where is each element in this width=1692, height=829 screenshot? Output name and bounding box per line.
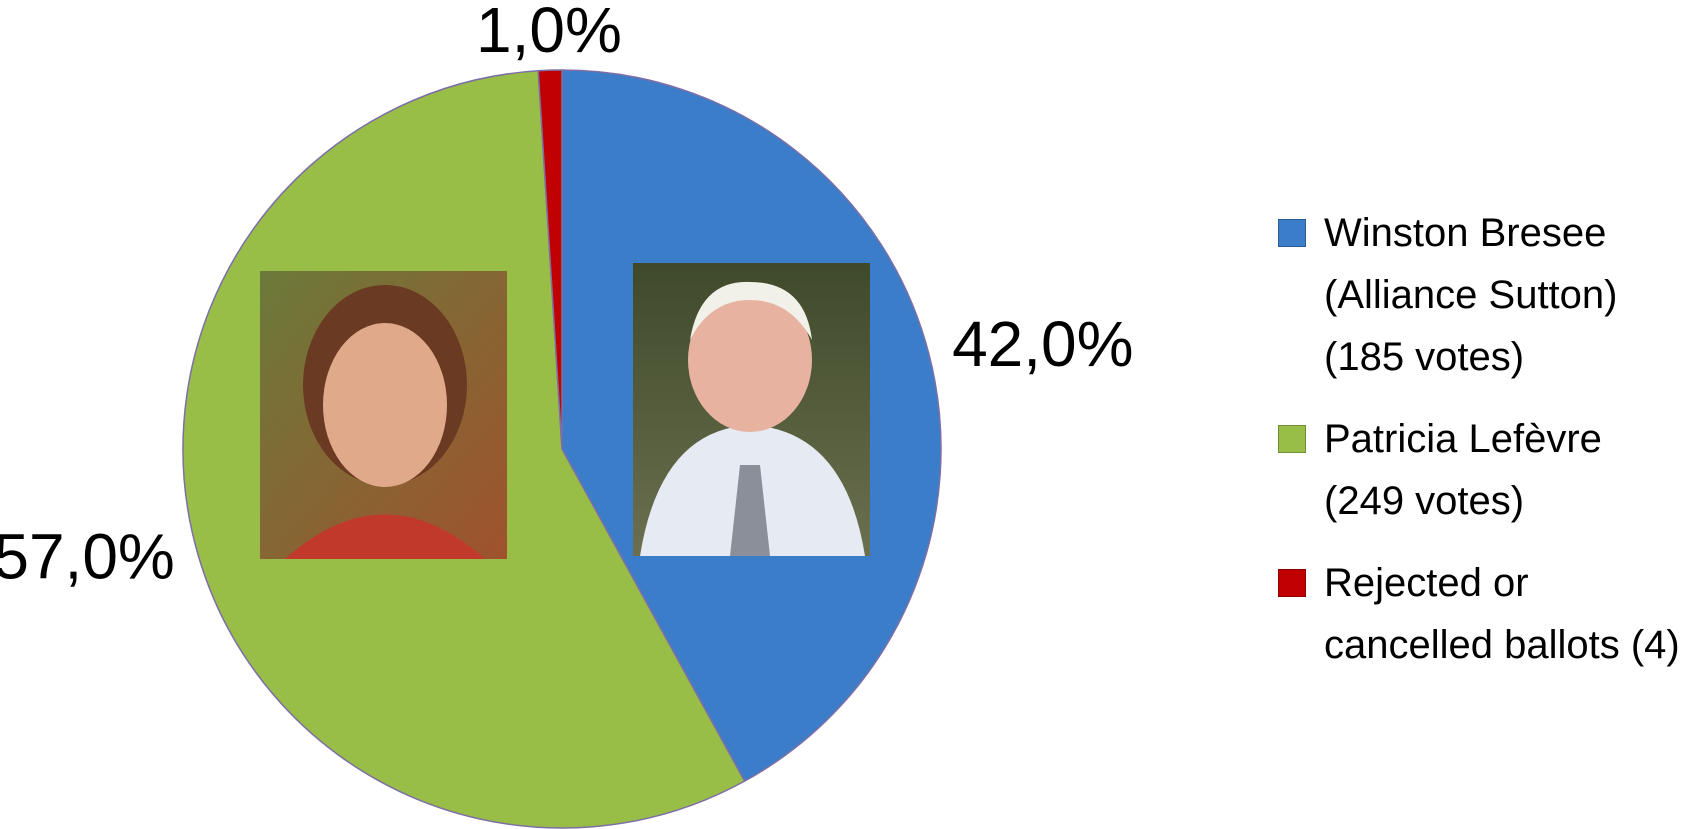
data-label: 1,0% [476, 0, 622, 66]
legend: Winston Bresee (Alliance Sutton) (185 vo… [1278, 202, 1688, 696]
pie-slice [537, 69, 563, 450]
legend-swatch [1278, 569, 1306, 597]
legend-label: Winston Bresee (Alliance Sutton) (185 vo… [1324, 211, 1618, 379]
legend-item: Patricia Lefèvre (249 votes) [1278, 408, 1684, 532]
legend-swatch [1278, 219, 1306, 247]
data-label: 57,0% [0, 520, 175, 592]
data-labels: 42,0% 57,0% 1,0% [0, 0, 1134, 592]
legend-swatch [1278, 425, 1306, 453]
legend-label: Patricia Lefèvre (249 votes) [1324, 417, 1602, 523]
data-label: 42,0% [952, 308, 1133, 380]
legend-item: Rejected or cancelled ballots (4) [1278, 552, 1684, 676]
legend-label: Rejected or cancelled ballots (4) [1324, 561, 1680, 667]
photo-left [260, 271, 507, 559]
photo-right [633, 263, 870, 556]
legend-item: Winston Bresee (Alliance Sutton) (185 vo… [1278, 202, 1684, 388]
